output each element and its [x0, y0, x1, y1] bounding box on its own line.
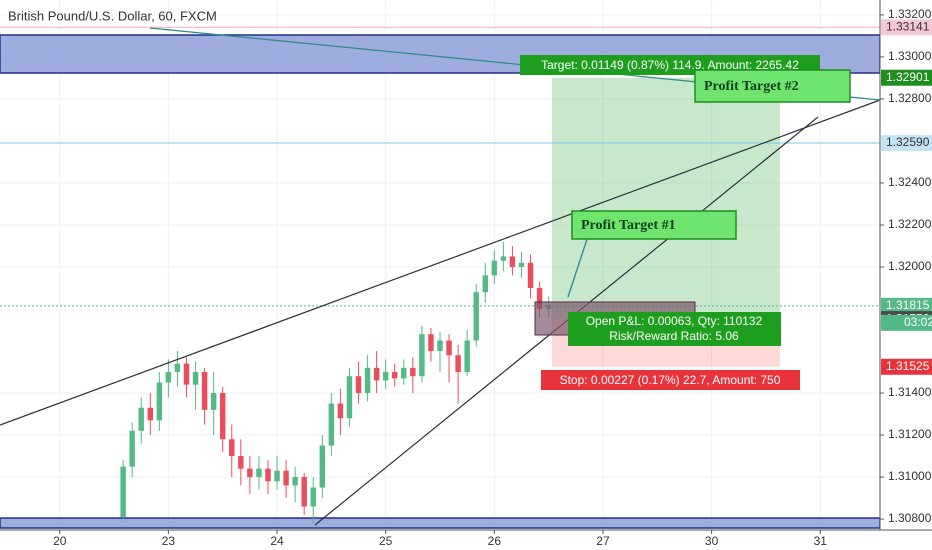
x-tick-label: 24	[270, 534, 284, 548]
target-label: Target: 0.01149 (0.87%) 114.9, Amount: 2…	[541, 58, 799, 72]
price-tag	[881, 135, 932, 152]
candle-body	[437, 340, 443, 352]
candle-body	[410, 367, 416, 377]
x-tick-label: 27	[596, 534, 610, 548]
note-box	[694, 69, 851, 103]
candle-body	[292, 477, 298, 486]
candle-body	[500, 256, 507, 261]
candle-body	[265, 468, 271, 482]
price-tag	[881, 358, 932, 375]
candle-body	[482, 275, 488, 293]
candle-body	[283, 470, 289, 486]
y-tick-label: 1.32000	[888, 259, 932, 273]
candle-body	[174, 363, 181, 373]
trend-line	[0, 99, 881, 426]
y-tick-label: 1.31400	[888, 385, 932, 399]
candle-body	[464, 340, 470, 373]
y-tick-label: 1.32800	[888, 91, 932, 105]
candle-body	[536, 288, 543, 310]
candle-body	[373, 367, 380, 381]
x-tick-label: 26	[488, 534, 502, 548]
candle-body	[382, 372, 389, 381]
price-axis	[880, 0, 932, 550]
candle-body	[337, 403, 344, 419]
candle-body	[491, 260, 498, 276]
candle-body	[355, 376, 362, 394]
candle-body	[183, 363, 190, 385]
candle-body	[165, 372, 172, 383]
candle-body	[301, 477, 307, 507]
price-tag-label: 1.31525	[886, 359, 930, 373]
candle-body	[446, 340, 452, 356]
countdown: 03:02	[904, 315, 932, 329]
price-tag	[881, 19, 932, 36]
candle-body	[247, 468, 253, 478]
candle-body	[229, 439, 235, 457]
price-tag	[881, 297, 932, 314]
price-tag-label: 1.33141	[886, 19, 930, 33]
candle-body	[129, 430, 135, 467]
countdown-tag	[881, 314, 932, 331]
y-tick-label: 1.31200	[888, 427, 932, 441]
y-tick-label: 1.31000	[888, 469, 932, 483]
candle-body	[319, 445, 326, 488]
candle-body	[274, 470, 280, 482]
price-tag-label: 1.32901	[886, 70, 930, 84]
candle-body	[346, 376, 353, 419]
candle-body	[147, 407, 154, 421]
candle-body	[120, 466, 126, 517]
candle-body	[256, 468, 262, 478]
candle-body	[138, 407, 144, 431]
candle-body	[419, 334, 425, 377]
y-tick-label: 1.33000	[888, 49, 932, 63]
candle-body	[401, 367, 407, 379]
candle-body	[473, 292, 479, 341]
candle-body	[455, 355, 461, 373]
chart-title: British Pound/U.S. Dollar, 60, FXCM	[8, 8, 217, 23]
y-tick-label: 1.33200	[888, 7, 932, 21]
pnl-label: Open P&L: 0.00063, Qty: 110132	[586, 314, 763, 328]
price-tag-label: 1.32590	[886, 135, 930, 149]
pnl-box	[568, 312, 781, 346]
profit-zone	[552, 77, 780, 320]
price-tag	[881, 69, 932, 86]
note: Profit Target #2	[704, 79, 799, 94]
candle-body	[428, 334, 434, 352]
candle-body	[364, 367, 371, 394]
y-tick-label: 1.32200	[888, 217, 932, 231]
note-box	[571, 210, 737, 240]
y-tick-label: 1.30800	[888, 511, 932, 525]
rr-label: Risk/Reward Ratio: 5.06	[609, 329, 739, 343]
note: Profit Target #1	[581, 218, 676, 233]
candle-body	[527, 262, 534, 289]
candle-body	[156, 382, 163, 421]
price-tag-label: 1.31815	[886, 298, 930, 312]
stop-label: Stop: 0.00227 (0.17%) 22.7, Amount: 750	[560, 373, 781, 387]
support-zone	[0, 517, 881, 529]
candle-body	[509, 256, 516, 267]
x-tick-label: 25	[379, 534, 393, 548]
x-tick-label: 30	[705, 534, 719, 548]
candle-body	[210, 393, 217, 410]
x-tick-label: 31	[814, 534, 828, 548]
candle-body	[201, 372, 208, 410]
candle-body	[328, 403, 335, 446]
stop-label-box	[541, 370, 800, 390]
candle-body	[238, 456, 244, 469]
candle-body	[310, 487, 316, 507]
candle-body	[220, 393, 226, 440]
y-tick-label: 1.32400	[888, 175, 932, 189]
candle-body	[392, 372, 398, 379]
x-tick-label: 20	[53, 534, 67, 548]
candle-body	[192, 372, 199, 385]
candle-body	[518, 262, 525, 267]
x-tick-label: 23	[162, 534, 176, 548]
